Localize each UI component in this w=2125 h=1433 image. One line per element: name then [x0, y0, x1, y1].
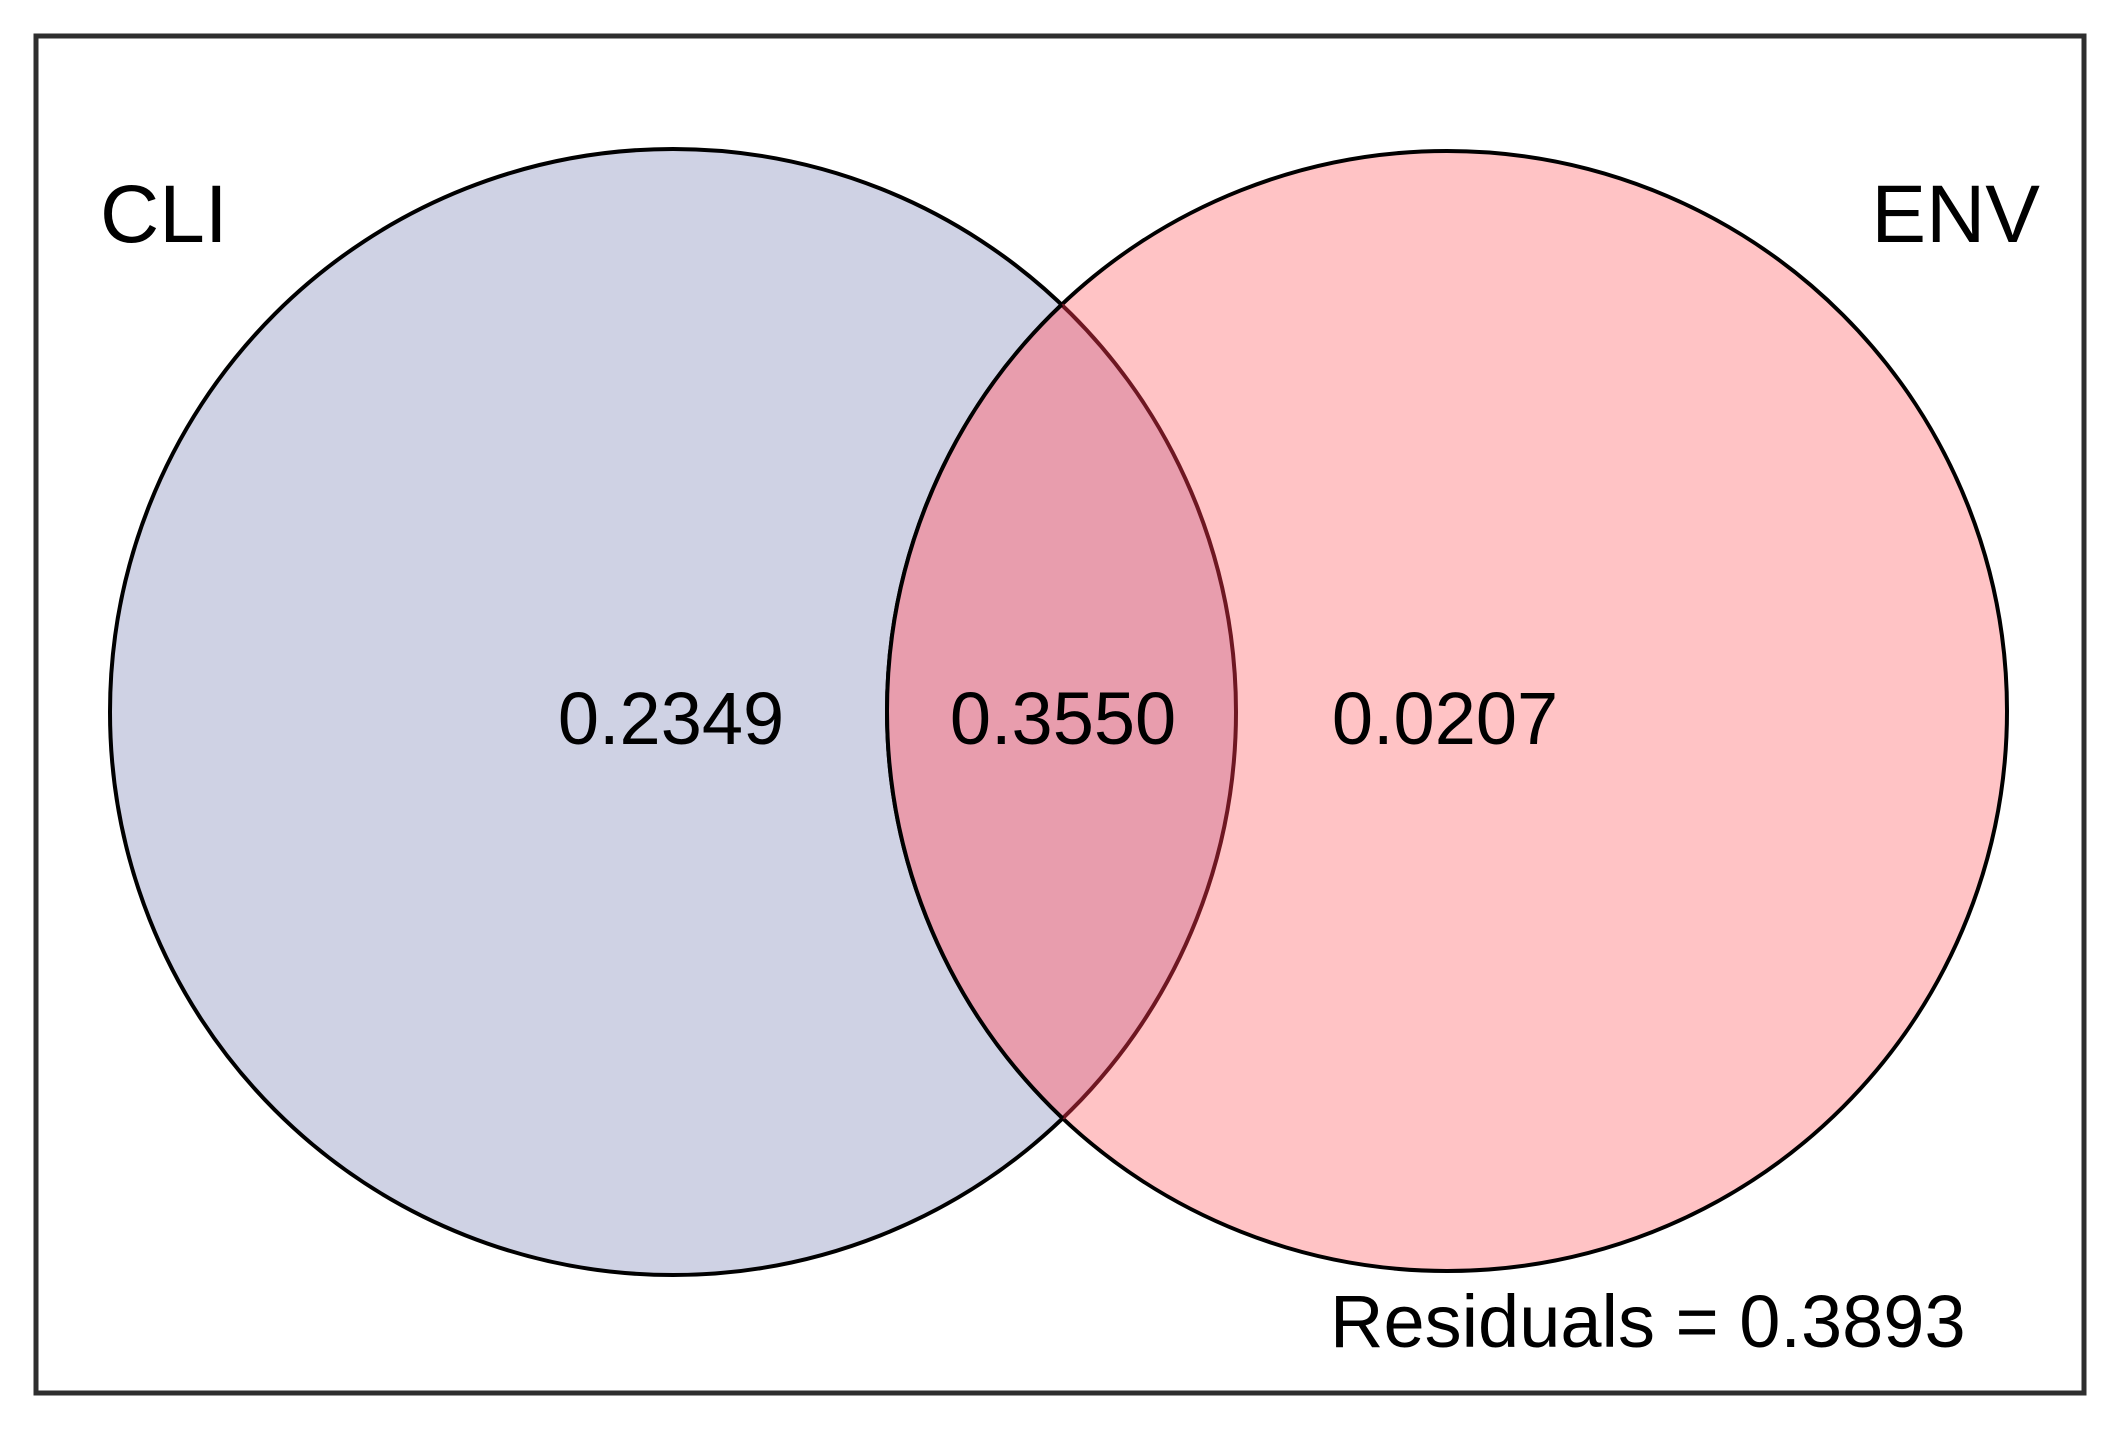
- env-arc-in-overlap-icon: [885, 149, 1236, 1273]
- cli-arc-in-overlap-icon: [887, 151, 1238, 1271]
- env-value: 0.0207: [1332, 677, 1558, 760]
- env-label: ENV: [1871, 169, 2040, 260]
- cli-label: CLI: [100, 169, 228, 260]
- cli-value: 0.2349: [558, 677, 784, 760]
- cli-arc-clip-group: [887, 151, 1238, 1271]
- overlap-value: 0.3550: [950, 677, 1176, 760]
- env-arc-clip-group: [885, 149, 1236, 1273]
- residuals-label: Residuals = 0.3893: [1330, 1280, 1966, 1363]
